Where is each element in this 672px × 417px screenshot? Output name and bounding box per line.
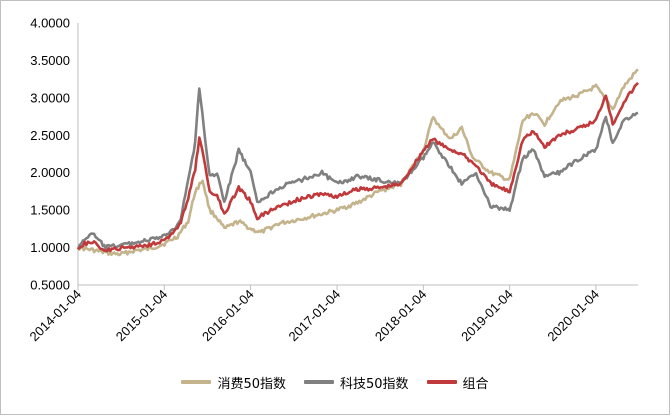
legend-swatch [181,380,212,384]
series-line [77,82,639,253]
series-line [77,68,639,257]
series-layer [76,68,639,257]
y-axis: 0.5000 1.0000 1.5000 2.0000 2.5000 3.0000 3.50… [30,16,79,293]
legend-swatch [303,380,334,384]
y-tick-label: 1.0000 [30,240,70,255]
series-line [76,87,639,251]
y-tick-label: 4.0000 [30,16,70,31]
legend-label: 消费50指数 [217,376,286,392]
legend-label: 科技50指数 [339,376,409,392]
x-tick-label: 2016-01-04 [199,287,257,345]
x-tick-label: 2020-01-04 [544,287,602,345]
legend-label: 组合 [462,376,489,392]
x-tick-label: 2018-01-04 [372,287,430,345]
x-tick-label: 2015-01-04 [113,287,171,345]
x-tick-label: 2019-01-04 [458,287,516,345]
y-tick-label: 1.5000 [30,203,70,218]
legend-swatch [426,380,457,384]
y-tick-label: 2.5000 [30,128,70,143]
y-tick-label: 3.5000 [30,53,70,68]
y-tick-label: 2.0000 [30,165,70,180]
x-axis: 2014-01-04 2015-01-04 2016-01-04 2017-01-04… [26,284,638,345]
legend: 消费50指数 科技50指数 组合 [0,370,670,394]
y-tick-label: 3.0000 [30,90,70,105]
legend-item: 组合 [426,373,489,392]
legend-item: 科技50指数 [303,373,409,392]
x-tick-label: 2017-01-04 [286,287,344,345]
legend-item: 消费50指数 [181,373,286,392]
x-tick-label: 2014-01-04 [26,287,84,345]
y-tick-label: 0.5000 [30,278,70,293]
